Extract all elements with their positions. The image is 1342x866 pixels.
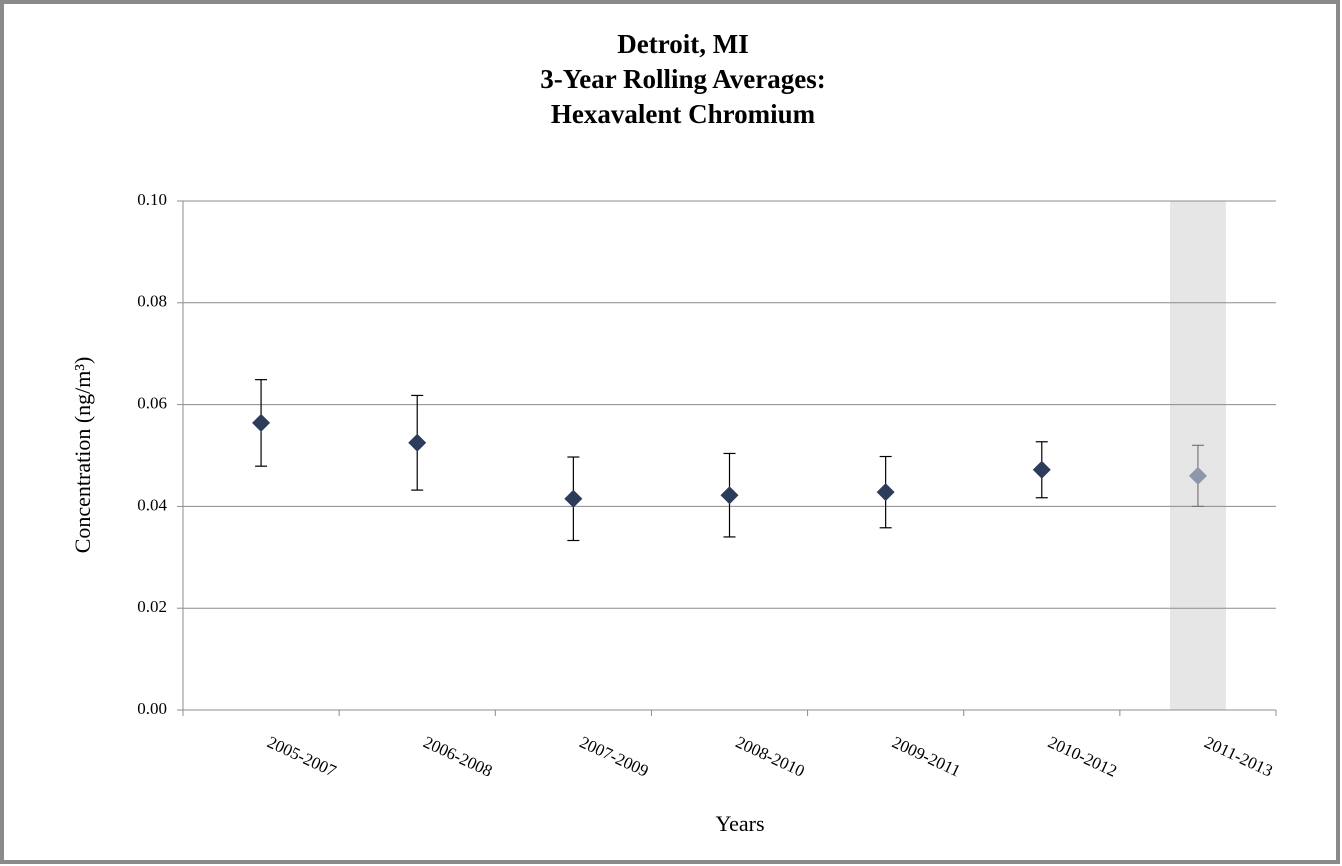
data-point <box>252 413 271 432</box>
y-tick-label: 0.00 <box>137 699 167 718</box>
data-point <box>564 489 583 508</box>
data-point <box>876 483 895 502</box>
y-axis-label: Concentration (ng/m³) <box>70 357 95 554</box>
data-point <box>408 433 427 452</box>
x-axis-label: Years <box>715 811 764 836</box>
chart-title: Hexavalent Chromium <box>551 99 816 129</box>
y-tick-label: 0.06 <box>137 394 167 413</box>
data-point <box>1032 460 1051 479</box>
data-point <box>720 486 739 505</box>
chart-title: 3-Year Rolling Averages: <box>540 64 825 94</box>
chart-title: Detroit, MI <box>617 29 748 59</box>
y-tick-label: 0.10 <box>137 190 167 209</box>
y-tick-label: 0.04 <box>137 495 167 514</box>
y-tick-label: 0.08 <box>137 292 167 311</box>
data-point <box>1188 466 1207 485</box>
y-tick-label: 0.02 <box>137 597 167 616</box>
